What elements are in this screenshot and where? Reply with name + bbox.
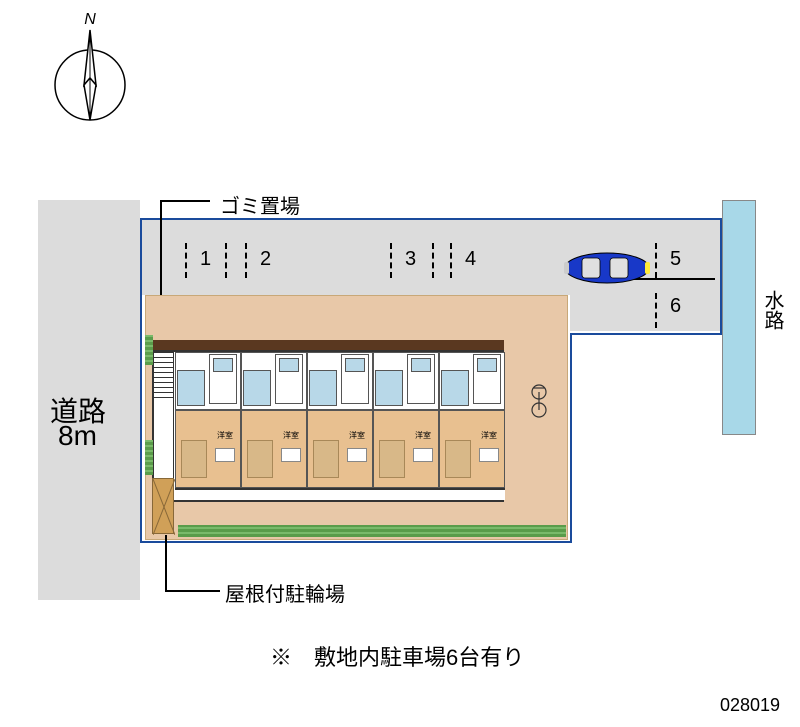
bike-icon [525,380,553,420]
parking-spot-6: 6 [670,295,681,318]
parking-divider [225,243,227,278]
parking-spot-3: 3 [405,248,416,271]
green-strip-bottom [178,525,566,537]
waterway [722,200,756,435]
parking-divider [245,243,247,278]
id-label: 028019 [720,695,780,716]
bike-parking-area [152,478,174,534]
unit-room-label: 洋室 [217,430,233,441]
unit-room-label: 洋室 [283,430,299,441]
parking-divider [432,243,434,278]
unit-room-label: 洋室 [415,430,431,441]
compass: N [40,10,140,130]
road-width-label: 8m [58,420,97,452]
parking-divider [655,293,657,328]
parking-divider [450,243,452,278]
north-label: N [84,11,96,28]
parking-area-ext [570,295,720,331]
pointer-bike-v [165,535,167,590]
note-label: ※ 敷地内駐車場6台有り [270,640,524,672]
parking-divider [390,243,392,278]
unit: 洋室 [373,352,439,500]
unit: 洋室 [175,352,241,500]
unit: 洋室 [241,352,307,500]
unit: 洋室 [439,352,505,500]
car-icon [562,248,652,293]
unit: 洋室 [307,352,373,500]
waterway-label: 水路 [758,290,787,330]
building-roof [152,340,504,350]
site-border-step [570,333,722,335]
bike-parking-label: 屋根付駐輪場 [225,578,345,607]
parking-divider [185,243,187,278]
green-strip [145,335,153,365]
pointer-garbage-h [160,200,210,202]
parking-spot-5: 5 [670,248,681,271]
unit-room-label: 洋室 [349,430,365,441]
parking-divider [655,243,657,278]
unit-room-label: 洋室 [481,430,497,441]
garbage-label: ゴミ置場 [220,190,300,219]
parking-spot-4: 4 [465,248,476,271]
parking-spot-1: 1 [200,248,211,271]
pointer-bike-h [165,590,220,592]
parking-spot-2: 2 [260,248,271,271]
green-strip [145,440,153,475]
